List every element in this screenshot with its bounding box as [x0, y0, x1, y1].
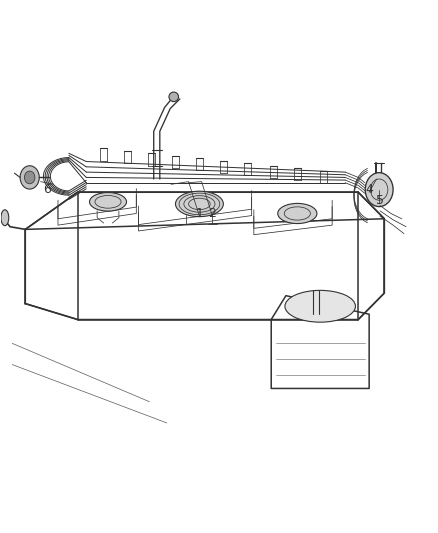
Text: 4: 4 [365, 183, 373, 196]
Ellipse shape [285, 290, 356, 322]
Ellipse shape [278, 204, 317, 223]
Circle shape [365, 173, 393, 207]
Circle shape [25, 171, 35, 184]
Text: 5: 5 [376, 193, 384, 207]
Text: 6: 6 [43, 183, 51, 196]
Circle shape [20, 166, 39, 189]
Ellipse shape [176, 191, 223, 216]
Ellipse shape [89, 192, 127, 211]
Ellipse shape [169, 92, 179, 102]
Text: 2: 2 [208, 207, 216, 220]
Ellipse shape [1, 210, 9, 225]
Text: 1: 1 [195, 207, 203, 220]
